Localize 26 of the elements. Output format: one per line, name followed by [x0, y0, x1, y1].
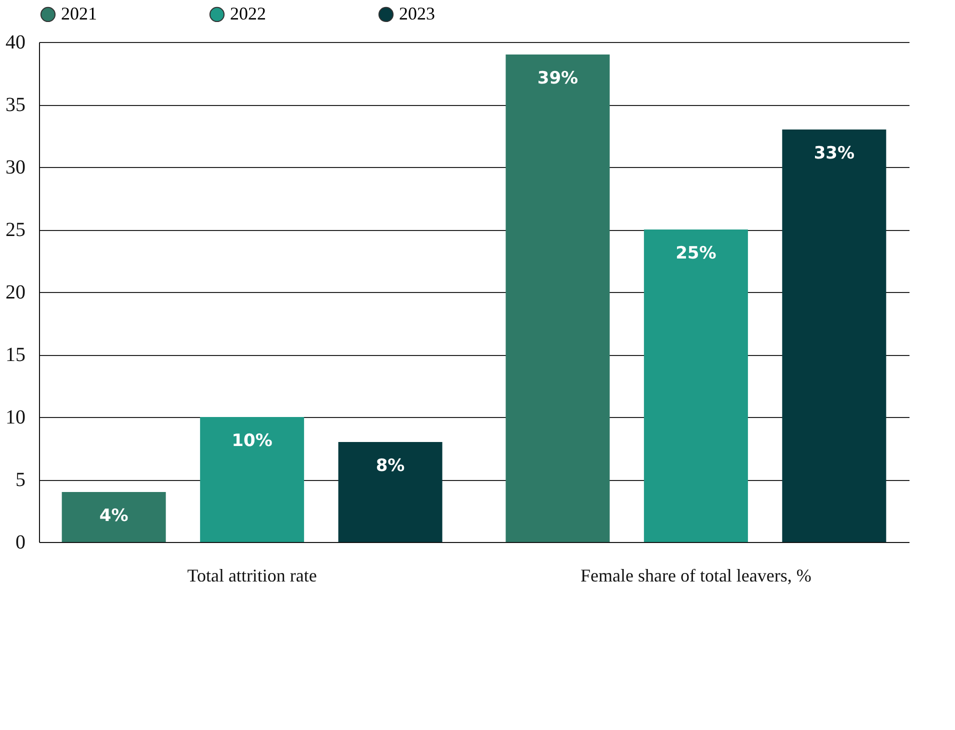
data-label: 25% — [676, 244, 716, 264]
y-tick-label: 20 — [6, 282, 26, 304]
data-label: 33% — [814, 144, 855, 164]
bar — [62, 492, 166, 542]
bar — [782, 130, 886, 542]
y-tick-label: 15 — [6, 344, 26, 366]
y-tick-label: 25 — [6, 219, 26, 241]
legend-label: 2021 — [61, 3, 97, 24]
y-tick-label: 10 — [6, 406, 26, 428]
bar — [506, 54, 610, 542]
legend-label: 2022 — [230, 3, 266, 24]
x-tick-label: Female share of total leavers, % — [580, 566, 812, 586]
bar — [338, 442, 442, 542]
y-tick-label: 30 — [6, 156, 26, 178]
y-tick-label: 40 — [6, 32, 26, 54]
data-label: 39% — [537, 68, 578, 88]
data-label: 4% — [99, 506, 128, 526]
bar — [644, 230, 748, 542]
data-label: 10% — [232, 431, 272, 451]
legend-label: 2023 — [399, 3, 435, 24]
data-label: 8% — [376, 456, 405, 476]
bar — [200, 417, 304, 542]
x-tick-label: Total attrition rate — [187, 566, 317, 586]
y-tick-label: 0 — [16, 532, 26, 554]
y-tick-label: 5 — [16, 469, 26, 491]
y-tick-label: 35 — [6, 94, 26, 116]
